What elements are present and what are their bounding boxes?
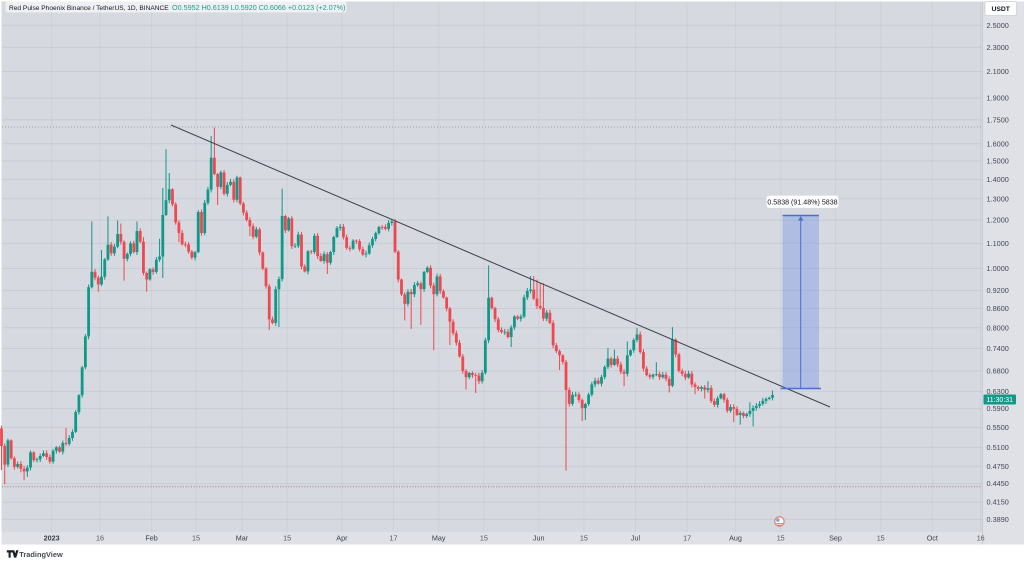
- svg-text:1.3000: 1.3000: [987, 194, 1009, 203]
- svg-text:0.5100: 0.5100: [987, 443, 1009, 452]
- svg-text:1.9000: 1.9000: [987, 94, 1009, 103]
- svg-text:0.5500: 0.5500: [987, 423, 1009, 432]
- svg-text:11:30:31: 11:30:31: [986, 397, 1013, 404]
- svg-text:1.5000: 1.5000: [987, 157, 1009, 166]
- svg-text:Apr: Apr: [336, 533, 348, 542]
- svg-text:0.4750: 0.4750: [987, 462, 1009, 471]
- svg-text:Sep: Sep: [829, 533, 842, 542]
- svg-text:15: 15: [192, 533, 200, 542]
- svg-text:Jul: Jul: [631, 533, 641, 542]
- svg-text:2.5000: 2.5000: [987, 21, 1009, 30]
- svg-text:15: 15: [580, 533, 588, 542]
- svg-text:TradingView: TradingView: [19, 550, 63, 559]
- svg-text:0.6300: 0.6300: [987, 387, 1009, 396]
- svg-text:USDT: USDT: [991, 6, 1010, 13]
- svg-text:0.8600: 0.8600: [987, 304, 1009, 313]
- svg-text:1.1000: 1.1000: [987, 239, 1009, 248]
- svg-text:1.0000: 1.0000: [987, 264, 1009, 273]
- svg-text:15: 15: [283, 533, 291, 542]
- svg-text:2023: 2023: [44, 533, 60, 542]
- svg-text:1.6000: 1.6000: [987, 139, 1009, 148]
- svg-text:15: 15: [777, 533, 785, 542]
- svg-text:Mar: Mar: [236, 533, 249, 542]
- svg-text:16: 16: [977, 533, 985, 542]
- svg-text:1.2000: 1.2000: [987, 216, 1009, 225]
- svg-text:0.9200: 0.9200: [987, 286, 1009, 295]
- svg-text:0.5838 (91.48%) 5838: 0.5838 (91.48%) 5838: [767, 199, 837, 207]
- svg-text:O0.5952 H0.6139 L0.5920 C0.606: O0.5952 H0.6139 L0.5920 C0.6066 +0.0123 …: [172, 3, 345, 12]
- svg-text:Red Pulse Phoenix Binance / Te: Red Pulse Phoenix Binance / TetherUS, 1D…: [9, 5, 169, 12]
- svg-text:1.4000: 1.4000: [987, 175, 1009, 184]
- svg-text:Jun: Jun: [533, 533, 545, 542]
- svg-text:2.1000: 2.1000: [987, 67, 1009, 76]
- svg-text:15: 15: [480, 533, 488, 542]
- svg-text:0.6800: 0.6800: [987, 367, 1009, 376]
- svg-text:1.7500: 1.7500: [987, 116, 1009, 125]
- svg-text:0.8000: 0.8000: [987, 323, 1009, 332]
- svg-text:17: 17: [390, 533, 398, 542]
- svg-text:2.3000: 2.3000: [987, 43, 1009, 52]
- svg-text:0.5900: 0.5900: [987, 404, 1009, 413]
- svg-text:0.7400: 0.7400: [987, 344, 1009, 353]
- svg-text:0.3890: 0.3890: [987, 515, 1009, 524]
- svg-text:16: 16: [96, 533, 104, 542]
- svg-text:0.4450: 0.4450: [987, 479, 1009, 488]
- svg-text:0.4150: 0.4150: [987, 498, 1009, 507]
- svg-text:Feb: Feb: [145, 533, 157, 542]
- svg-text:15: 15: [877, 533, 885, 542]
- svg-text:Oct: Oct: [927, 533, 938, 542]
- svg-text:May: May: [432, 533, 446, 542]
- svg-text:17: 17: [683, 533, 691, 542]
- svg-text:Aug: Aug: [729, 533, 742, 542]
